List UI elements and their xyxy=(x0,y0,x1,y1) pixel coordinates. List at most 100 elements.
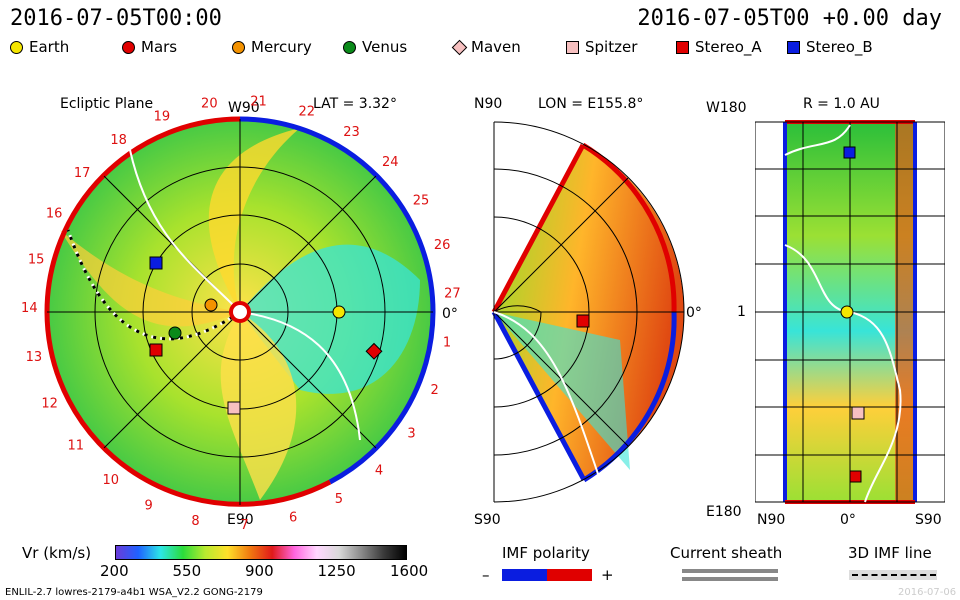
imf-line-3d-dash xyxy=(66,229,241,341)
carrington-label: 21 xyxy=(250,95,267,110)
colorbar-tick: 1250 xyxy=(317,562,356,580)
mars-marker xyxy=(149,343,163,357)
stereo-b-marker xyxy=(149,256,163,270)
footer-date: 2016-07-06 xyxy=(898,587,957,598)
imf-plus: + xyxy=(601,566,614,584)
current-sheath-line-1 xyxy=(682,569,778,573)
legend-label: Maven xyxy=(471,38,521,56)
meridional-plot: 0° xyxy=(491,121,702,503)
carrington-label: 15 xyxy=(28,252,45,267)
stereo_a-symbol-icon xyxy=(676,40,689,54)
slow-wind-region xyxy=(208,128,300,312)
panel3-mid-label: 1 xyxy=(737,304,746,320)
r1au-plot xyxy=(755,120,945,504)
m-axis-d1 xyxy=(493,177,629,313)
panel3-x-label-1: 0° xyxy=(840,512,856,528)
carrington-label: 19 xyxy=(154,109,171,124)
footer-model-info: ENLIL-2.7 lowres-2179-a4b1 WSA_V2.2 GONG… xyxy=(5,587,263,598)
panel2-bottom-label: S90 xyxy=(474,512,501,528)
carrington-label: 7 xyxy=(240,518,248,533)
legend-item-stereo-b: Stereo_B xyxy=(787,38,873,56)
panel3-bottom-label: E180 xyxy=(706,504,742,520)
imf-polarity-positive xyxy=(547,569,592,581)
carrington-label: 23 xyxy=(343,125,360,140)
m-current-sheet xyxy=(493,311,601,481)
carrington-label: 25 xyxy=(413,194,430,209)
carrington-label: 5 xyxy=(335,492,343,507)
carrington-label: 1 xyxy=(443,336,451,351)
imf3d-line xyxy=(852,574,936,576)
r1au-spitzer xyxy=(851,406,865,420)
r1au-sheet-1 xyxy=(784,124,851,156)
legend-label: Spitzer xyxy=(585,38,638,56)
legend-label: Venus xyxy=(362,38,408,56)
carrington-label: 16 xyxy=(46,206,63,221)
colorbar-tick: 200 xyxy=(100,562,129,580)
stereo_b-symbol-icon xyxy=(787,40,800,54)
carrington-label: 12 xyxy=(41,397,58,412)
current-sheath-title: Current sheath xyxy=(670,544,783,562)
carrington-label: 2 xyxy=(430,383,438,398)
imf-polarity-ring-red xyxy=(44,116,332,507)
legend-item-earth: Earth xyxy=(10,38,69,56)
panel3-x-label-2: S90 xyxy=(915,512,942,528)
colorbar xyxy=(115,545,407,560)
carrington-label: 18 xyxy=(110,133,127,148)
legend-label: Stereo_A xyxy=(695,38,762,56)
panel2-top-label: N90 xyxy=(474,96,503,112)
imf-minus: – xyxy=(482,566,490,584)
panel3-x-label-0: N90 xyxy=(757,512,786,528)
maven-symbol-icon xyxy=(451,39,468,55)
legend-item-stereo-a: Stereo_A xyxy=(676,38,762,56)
imf-polarity-title: IMF polarity xyxy=(502,544,590,562)
current-sheath-line-2 xyxy=(682,577,778,581)
m-grid-arc-1 xyxy=(493,305,542,360)
mars-symbol-icon xyxy=(122,40,135,54)
carrington-label: 10 xyxy=(102,473,119,488)
carrington-label: 11 xyxy=(67,438,84,453)
colorbar-tick: 1600 xyxy=(390,562,429,580)
meridional-fast-region xyxy=(494,312,630,470)
carrington-label: 9 xyxy=(145,499,153,514)
stereo-a-marker xyxy=(365,342,383,360)
sun-marker xyxy=(229,301,251,323)
panel2-lon: LON = E155.8° xyxy=(538,96,644,112)
panel1-top-label: W90 xyxy=(228,100,260,116)
colorbar-tick: 550 xyxy=(172,562,202,580)
mercury-marker xyxy=(204,298,218,312)
legend-item-spitzer: Spitzer xyxy=(566,38,637,56)
carrington-label: 27 xyxy=(444,286,461,301)
earth-marker xyxy=(332,305,346,319)
panel3-top-label: W180 xyxy=(706,100,747,116)
m-mars-marker xyxy=(576,314,590,328)
current-sheet-line-2 xyxy=(239,311,361,441)
venus-marker xyxy=(168,326,182,340)
panel1-right-label: 0° xyxy=(442,306,458,322)
legend-label: Mercury xyxy=(251,38,312,56)
carrington-label: 14 xyxy=(21,301,38,316)
r1au-sheet-2 xyxy=(784,244,902,503)
carrington-label: 3 xyxy=(407,427,415,442)
imf-polarity-ring-blue xyxy=(239,116,436,485)
panel3-r: R = 1.0 AU xyxy=(803,96,880,112)
legend-item-mercury: Mercury xyxy=(232,38,312,56)
panel1-title: Ecliptic Plane xyxy=(60,96,154,112)
earth-symbol-icon xyxy=(10,40,23,54)
carrington-label: 20 xyxy=(201,96,218,111)
carrington-label: 13 xyxy=(26,350,43,365)
venus-symbol-icon xyxy=(343,40,356,54)
colorbar-label: Vr (km/s) xyxy=(22,544,92,562)
time-label-left: 2016-07-05T00:00 xyxy=(10,6,222,31)
spitzer-symbol-icon xyxy=(566,40,579,54)
legend-item-maven: Maven xyxy=(451,38,521,56)
current-sheet-line-1 xyxy=(129,149,241,313)
carrington-label: 8 xyxy=(191,514,199,529)
imf3d-title: 3D IMF line xyxy=(848,544,932,562)
carrington-label: 6 xyxy=(289,510,297,525)
panel1-lat: LAT = 3.32° xyxy=(313,96,397,112)
slow-wind-region-3 xyxy=(60,230,240,327)
carrington-label: 17 xyxy=(74,166,91,181)
carrington-label: 24 xyxy=(382,155,399,170)
